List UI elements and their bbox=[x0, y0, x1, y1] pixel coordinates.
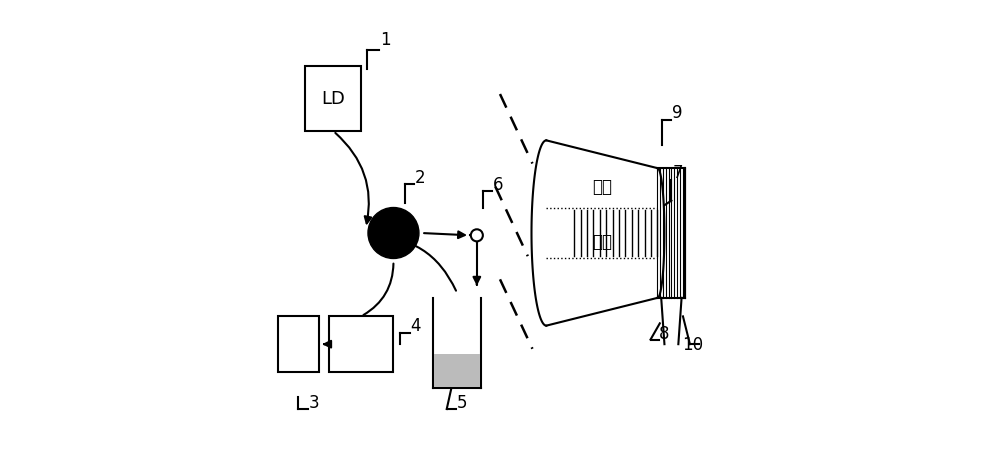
Text: 7: 7 bbox=[672, 164, 683, 182]
Text: LD: LD bbox=[321, 89, 345, 108]
Text: 8: 8 bbox=[659, 325, 670, 343]
Text: 2: 2 bbox=[415, 169, 425, 187]
FancyBboxPatch shape bbox=[329, 316, 393, 372]
Circle shape bbox=[471, 229, 483, 241]
FancyBboxPatch shape bbox=[278, 316, 319, 372]
Text: 1: 1 bbox=[380, 31, 391, 49]
Text: 3: 3 bbox=[308, 394, 319, 411]
Text: 10: 10 bbox=[682, 336, 703, 354]
FancyBboxPatch shape bbox=[305, 66, 361, 131]
Text: 5: 5 bbox=[456, 394, 467, 411]
Circle shape bbox=[368, 207, 419, 259]
Text: 6: 6 bbox=[493, 176, 503, 194]
Bar bbox=[434, 354, 480, 387]
Text: 包层: 包层 bbox=[592, 178, 612, 196]
Text: 9: 9 bbox=[672, 104, 683, 122]
Text: 纤芯: 纤芯 bbox=[592, 233, 612, 251]
Text: 4: 4 bbox=[410, 317, 421, 335]
